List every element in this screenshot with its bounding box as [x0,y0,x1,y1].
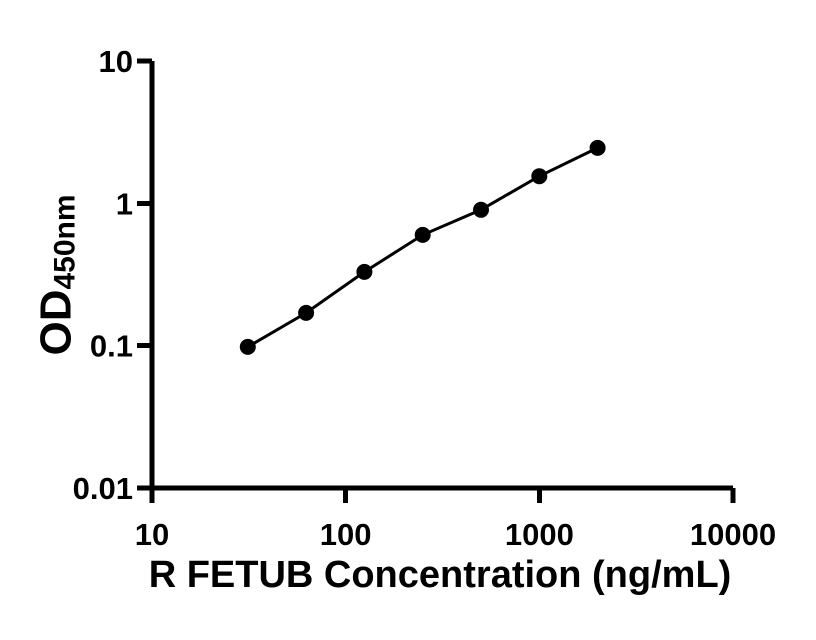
data-series [239,139,606,355]
data-point-marker [414,226,431,243]
y-tick-label: 0.1 [90,329,133,364]
y-axis-title-sub: 450nm [48,194,82,290]
y-tick-label: 0.01 [73,471,133,506]
x-axis-title: R FETUB Concentration (ng/mL) [148,554,732,596]
data-point-marker [298,304,315,321]
tick-labels: 0.01 0.1 1 10 10 100 1000 10000 [73,44,776,552]
y-axis-title: OD450nm [31,194,82,355]
y-tick-label: 10 [99,44,133,79]
data-point-marker [473,201,489,218]
x-tick-label: 100 [320,517,372,552]
x-tick-label: 10000 [690,517,776,552]
axes [137,58,736,503]
x-tick-label: 10 [135,517,169,552]
y-axis-title-main: OD [31,289,81,356]
data-point-marker [531,168,548,185]
data-point-marker [589,139,606,156]
y-tick-label: 1 [116,186,133,221]
x-tick-label: 1000 [505,517,574,552]
data-point-marker [356,263,373,280]
data-point-marker [239,338,256,355]
